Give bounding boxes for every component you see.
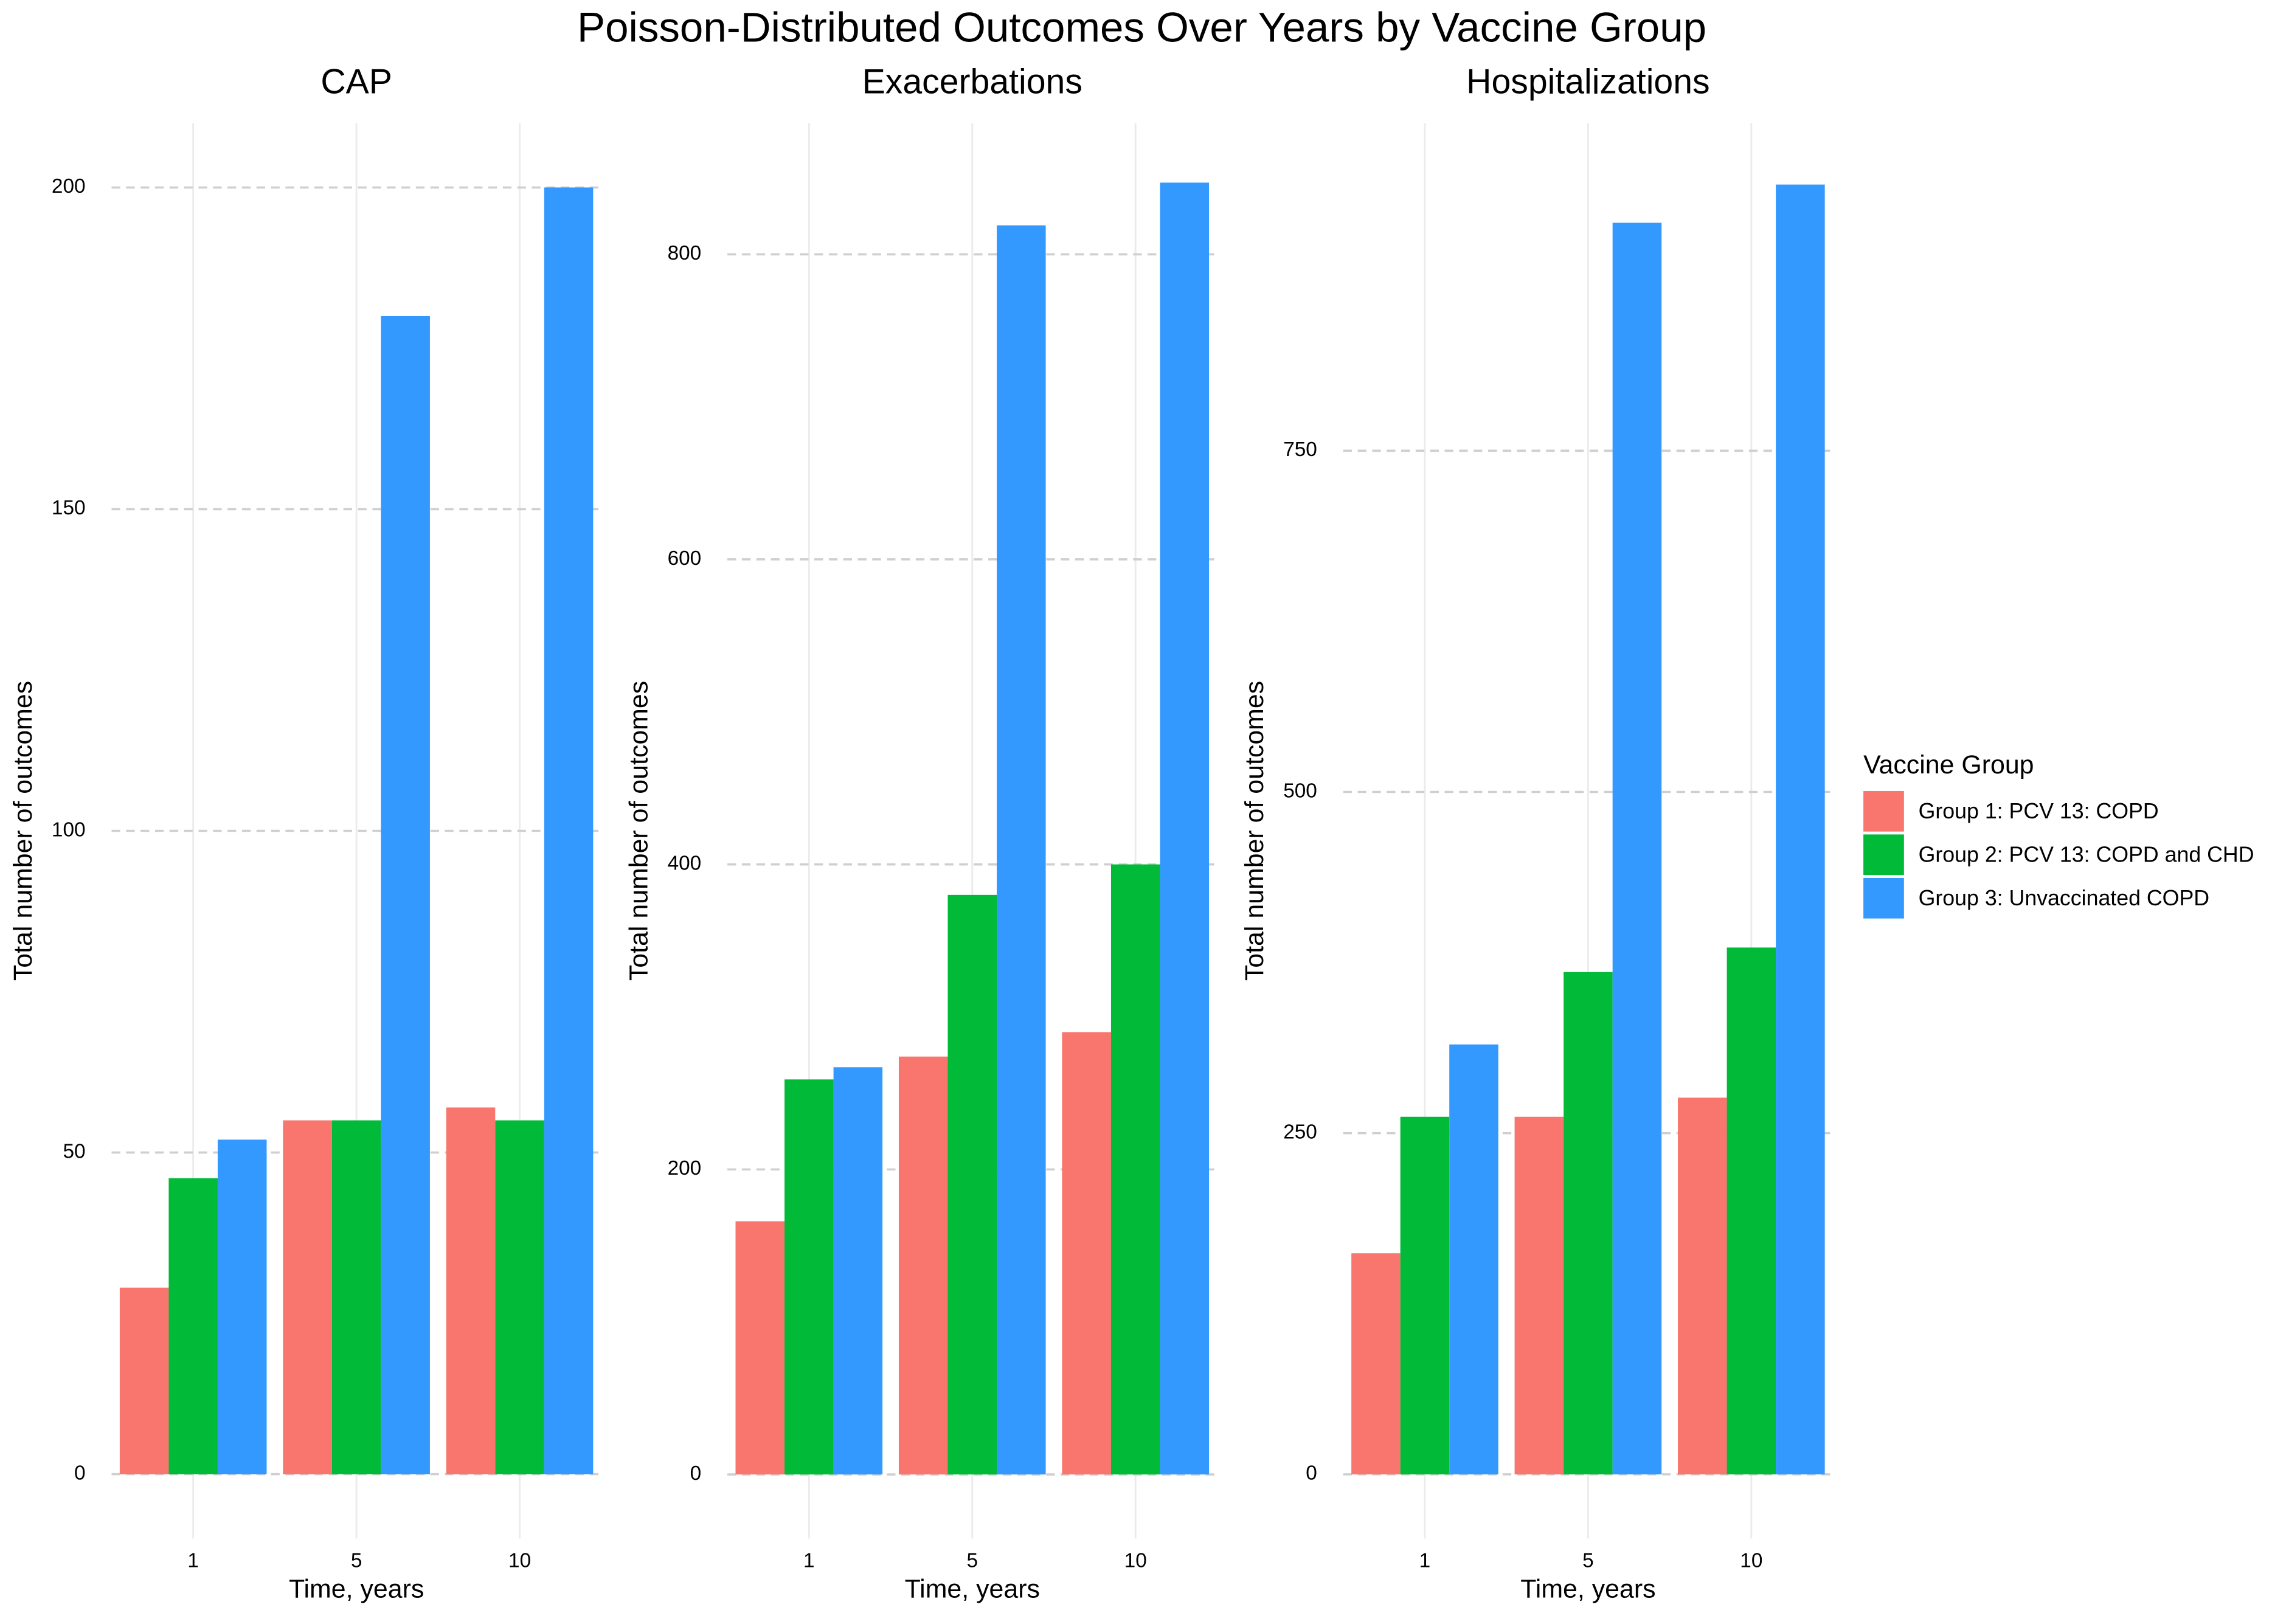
- y-axis-label: Total number of outcomes: [624, 681, 653, 981]
- bar: [544, 187, 594, 1474]
- bar: [446, 1107, 496, 1474]
- bar: [1678, 1097, 1727, 1474]
- bar: [1514, 1116, 1564, 1474]
- panel-title: CAP: [320, 62, 392, 101]
- x-tick-label: 5: [1582, 1549, 1594, 1572]
- x-axis-label: Time, years: [289, 1575, 424, 1604]
- legend-title: Vaccine Group: [1863, 750, 2034, 779]
- bar: [495, 1120, 544, 1474]
- y-tick-label: 150: [52, 497, 86, 519]
- x-tick-label: 5: [351, 1549, 362, 1572]
- bar: [947, 894, 997, 1475]
- x-tick-label: 10: [1124, 1549, 1147, 1572]
- y-tick-label: 50: [63, 1140, 85, 1163]
- y-tick-label: 100: [52, 818, 86, 841]
- panel-title: Exacerbations: [862, 62, 1082, 101]
- chart-title: Poisson-Distributed Outcomes Over Years …: [577, 3, 1706, 50]
- bar: [1160, 182, 1210, 1475]
- x-tick-label: 1: [187, 1549, 199, 1572]
- legend-label: Group 2: PCV 13: COPD and CHD: [1919, 843, 2254, 867]
- bar: [1062, 1032, 1111, 1475]
- panel-title: Hospitalizations: [1466, 62, 1709, 101]
- y-axis-label: Total number of outcomes: [9, 681, 38, 981]
- bar: [119, 1287, 169, 1474]
- y-tick-label: 0: [690, 1462, 702, 1485]
- legend-swatch: [1863, 877, 1904, 919]
- x-axis-label: Time, years: [905, 1575, 1040, 1604]
- x-tick-label: 10: [1740, 1549, 1762, 1572]
- y-tick-label: 200: [668, 1157, 702, 1180]
- bar: [784, 1079, 834, 1475]
- bar: [1449, 1044, 1498, 1474]
- bar: [1564, 972, 1613, 1474]
- y-tick-label: 250: [1283, 1121, 1317, 1144]
- y-tick-label: 200: [52, 175, 86, 198]
- bar: [331, 1120, 381, 1474]
- bar: [1400, 1116, 1450, 1474]
- x-tick-label: 1: [803, 1549, 815, 1572]
- bar: [833, 1067, 883, 1475]
- bar: [283, 1120, 332, 1474]
- bar: [997, 225, 1046, 1475]
- bar: [735, 1221, 785, 1475]
- legend-swatch: [1863, 834, 1904, 876]
- y-tick-label: 0: [1306, 1462, 1317, 1485]
- y-tick-label: 600: [668, 547, 702, 570]
- x-tick-label: 5: [966, 1549, 978, 1572]
- bar: [217, 1139, 267, 1474]
- bar: [1351, 1253, 1401, 1474]
- y-axis-label: Total number of outcomes: [1240, 681, 1269, 981]
- bar: [381, 316, 430, 1474]
- y-tick-label: 400: [668, 852, 702, 874]
- legend-label: Group 1: PCV 13: COPD: [1919, 799, 2159, 823]
- x-axis-label: Time, years: [1520, 1575, 1655, 1604]
- x-tick-label: 1: [1419, 1549, 1431, 1572]
- bar: [1612, 223, 1662, 1474]
- bar: [1110, 864, 1160, 1475]
- y-tick-label: 750: [1283, 438, 1317, 461]
- bar: [1776, 184, 1825, 1474]
- legend-swatch: [1863, 790, 1904, 832]
- x-tick-label: 10: [508, 1549, 531, 1572]
- bar: [168, 1178, 218, 1474]
- legend-label: Group 3: Unvaccinated COPD: [1919, 886, 2209, 910]
- y-tick-label: 800: [668, 242, 702, 264]
- y-tick-label: 500: [1283, 779, 1317, 802]
- y-tick-label: 0: [74, 1462, 86, 1484]
- bar: [1727, 947, 1776, 1474]
- bar: [898, 1056, 948, 1475]
